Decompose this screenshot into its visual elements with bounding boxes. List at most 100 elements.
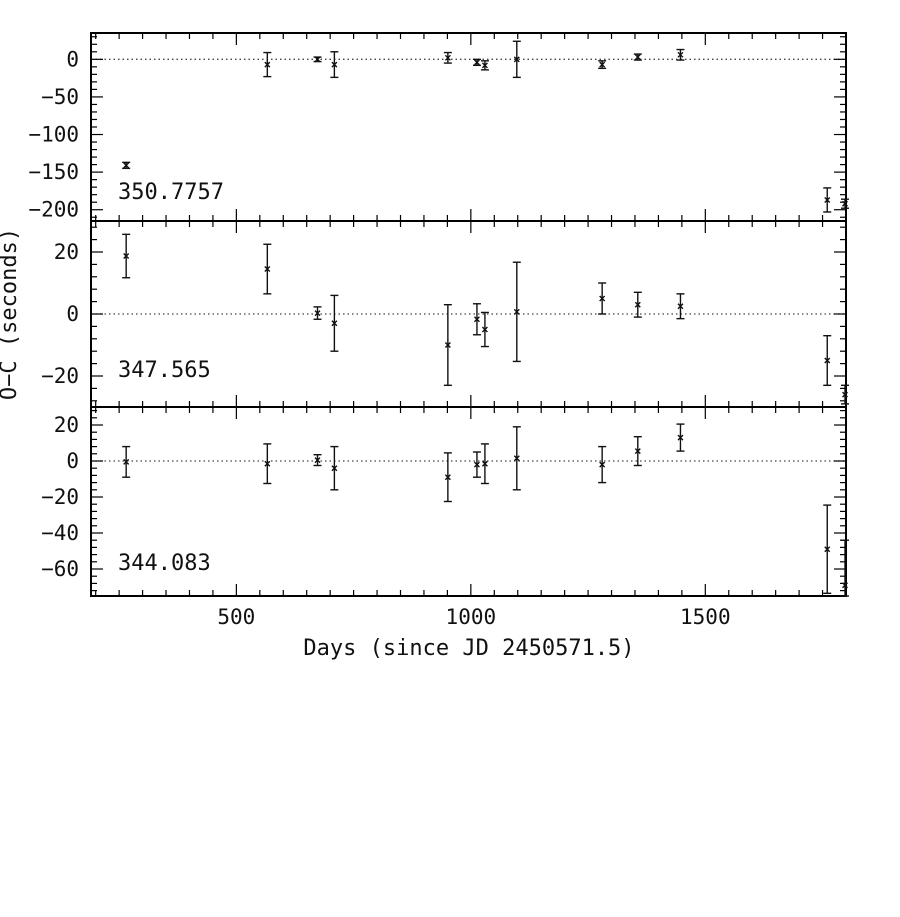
data-point [633, 291, 642, 318]
y-tick-label: −50 [41, 85, 79, 109]
point-marker [677, 51, 684, 58]
point-marker [824, 196, 831, 203]
y-tick-label: −60 [41, 557, 79, 581]
point-marker [599, 295, 606, 302]
point-marker [481, 460, 488, 467]
y-tick-label: −20 [41, 485, 79, 509]
data-point [330, 51, 339, 79]
panel-frame [90, 406, 847, 597]
x-axis-label: Days (since JD 2450571.5) [303, 636, 634, 661]
data-point [598, 445, 607, 484]
data-point [480, 60, 489, 71]
y-tick-label: 0 [66, 302, 79, 326]
point-marker [473, 316, 480, 323]
data-point [443, 51, 452, 64]
panel-period-label: 350.7757 [118, 180, 224, 205]
point-marker [123, 458, 130, 465]
point-marker [314, 56, 321, 63]
point-marker [677, 303, 684, 310]
panel-2: 20 0 −20 347.565 [41, 220, 849, 408]
data-point [443, 304, 452, 386]
data-point [823, 335, 832, 386]
panel-1: 0 −50 −100 −150 −200 350.7757 [28, 32, 849, 222]
data-point [512, 261, 521, 363]
data-point [472, 58, 481, 67]
y-tick-label: −150 [28, 160, 79, 184]
data-point [313, 454, 322, 467]
data-point [823, 504, 832, 594]
data-point [263, 443, 272, 485]
point-marker [264, 460, 271, 467]
data-point [823, 187, 832, 213]
point-marker [444, 474, 451, 481]
point-marker [599, 61, 606, 68]
y-tick-label: 20 [54, 413, 79, 437]
y-tick-label: 20 [54, 240, 79, 264]
point-marker [677, 434, 684, 441]
point-marker [331, 61, 338, 68]
data-point [676, 293, 685, 320]
point-marker [314, 457, 321, 464]
data-point [676, 423, 685, 452]
y-tick-label: −200 [28, 198, 79, 222]
point-marker [264, 266, 271, 273]
data-point [841, 539, 849, 597]
point-marker [123, 162, 130, 169]
y-tick-label: 0 [66, 47, 79, 71]
point-marker [513, 56, 520, 63]
data-point [122, 161, 131, 170]
x-tick-label: 1000 [446, 605, 497, 629]
data-point [598, 282, 607, 315]
data-point [313, 306, 322, 320]
point-marker [444, 342, 451, 348]
y-tick-label: −100 [28, 123, 79, 147]
x-tick-label: 1500 [680, 605, 731, 629]
point-marker [634, 301, 641, 308]
data-point [598, 60, 607, 70]
data-point [443, 452, 452, 503]
y-tick-label: −20 [41, 364, 79, 388]
y-axis-label: O−C (seconds) [0, 228, 22, 400]
x-tick-label: 500 [217, 605, 255, 629]
point-marker [824, 357, 831, 364]
data-point [676, 48, 685, 61]
point-marker [264, 61, 271, 68]
data-point [472, 451, 481, 478]
point-marker [123, 253, 130, 260]
point-marker [331, 320, 338, 327]
point-marker [481, 62, 488, 69]
point-marker [842, 200, 848, 207]
point-marker [481, 326, 488, 333]
data-point [330, 294, 339, 352]
point-marker [473, 59, 480, 66]
data-point [472, 303, 481, 336]
data-point [480, 311, 489, 348]
point-marker [599, 461, 606, 468]
panel-period-label: 344.083 [118, 551, 211, 576]
point-marker [824, 546, 831, 553]
point-marker [842, 391, 848, 398]
data-point [633, 53, 642, 61]
data-point [313, 56, 322, 63]
data-point [633, 436, 642, 467]
point-marker [444, 54, 451, 61]
panel-period-label: 347.565 [118, 358, 211, 383]
data-point [512, 40, 521, 79]
panel-3: 20 0 −20 −40 −60 344.083 [41, 406, 849, 597]
point-marker [513, 308, 520, 315]
data-point [841, 384, 849, 405]
point-marker [473, 461, 480, 468]
data-point [122, 233, 131, 279]
point-marker [513, 455, 520, 462]
point-marker [842, 582, 848, 589]
y-tick-label: 0 [66, 449, 79, 473]
point-marker [314, 310, 321, 317]
point-marker [634, 448, 641, 455]
data-point [122, 445, 131, 478]
point-marker [634, 54, 641, 61]
data-point [263, 51, 272, 78]
data-point [263, 243, 272, 295]
